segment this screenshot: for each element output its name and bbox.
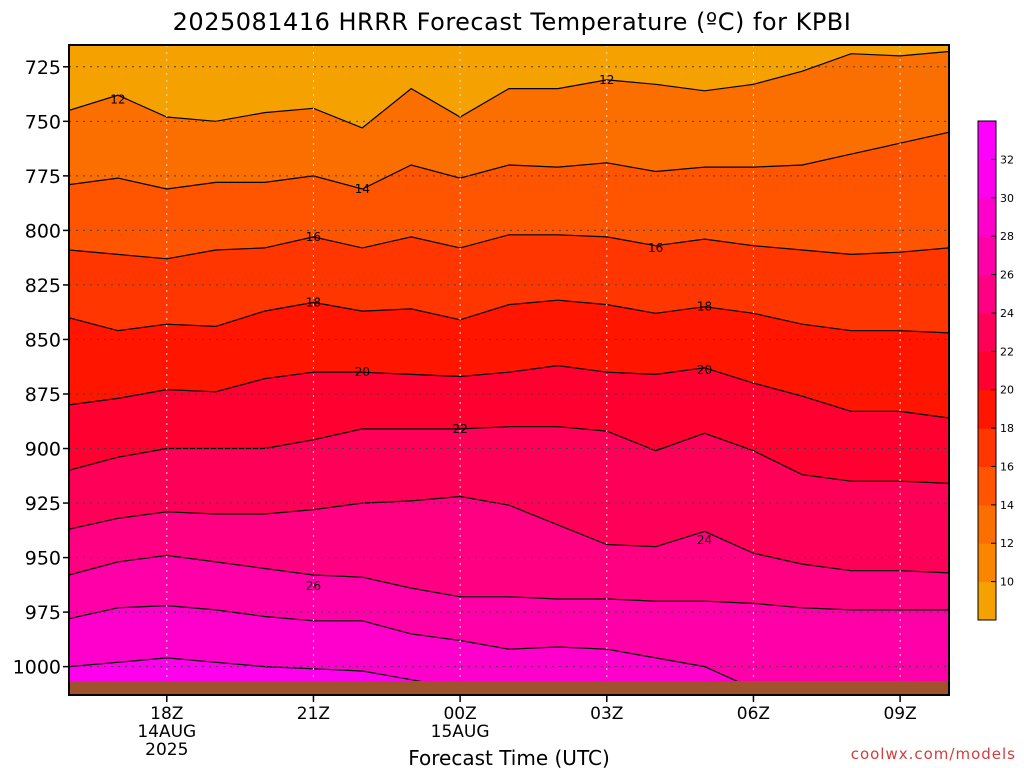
y-tick-label: 1000 bbox=[13, 657, 61, 679]
x-tick-label: 06Z bbox=[737, 704, 770, 724]
colorbar-segment bbox=[978, 543, 996, 583]
isotherm-label: 18 bbox=[697, 300, 712, 314]
colorbar-tick-label: 20 bbox=[1000, 384, 1014, 397]
isotherm-lines bbox=[69, 50, 949, 695]
colorbar-segment bbox=[978, 236, 996, 276]
isotherm-label: 16 bbox=[648, 241, 663, 255]
colorbar-segment bbox=[978, 274, 996, 314]
isotherm-26c bbox=[69, 554, 949, 611]
isotherm-20c bbox=[69, 364, 949, 419]
colorbar-segment bbox=[978, 504, 996, 544]
y-tick-label: 850 bbox=[25, 329, 61, 351]
isotherm-16c bbox=[69, 234, 949, 260]
isotherm-28c bbox=[69, 604, 949, 695]
y-tick-label: 750 bbox=[25, 111, 61, 133]
isotherm-label: 18 bbox=[306, 295, 321, 309]
isotherm-22c bbox=[69, 426, 949, 484]
isotherm-label: 22 bbox=[452, 422, 467, 436]
isotherm-labels: 12 12 14 16 16 18 18 20 20 22 24 26 bbox=[110, 73, 712, 593]
y-tick-label: 725 bbox=[25, 57, 61, 79]
colorbar-segment bbox=[978, 581, 996, 621]
ground-surface bbox=[69, 681, 949, 695]
isotherm-label: 20 bbox=[697, 363, 712, 377]
colorbar-tick-label: 16 bbox=[1000, 460, 1014, 473]
colorbar-segment bbox=[978, 428, 996, 467]
colorbar-frame bbox=[977, 120, 997, 621]
x-tick-label: 21Z bbox=[297, 704, 330, 724]
y-axis: 725 750 775 800 825 850 875 900 925 950 975 1000 bbox=[13, 57, 69, 679]
colorbar-segment bbox=[978, 466, 996, 506]
x-tick-sublabel: 2025 bbox=[145, 740, 188, 760]
isotherm-label: 20 bbox=[355, 365, 370, 379]
x-tick-label: 00Z bbox=[443, 704, 476, 724]
colorbar-segment bbox=[978, 389, 996, 429]
x-tick-sublabel: 14AUG bbox=[137, 722, 196, 742]
colorbar-segment bbox=[978, 159, 996, 199]
colorbar-segment bbox=[978, 197, 996, 237]
y-tick-label: 775 bbox=[25, 166, 61, 188]
colorbar-segment bbox=[978, 121, 996, 160]
isotherm-label: 12 bbox=[599, 73, 614, 87]
y-tick-label: 875 bbox=[25, 384, 61, 406]
colorbar-tick-label: 22 bbox=[1000, 345, 1014, 358]
credit-text: coolwx.com/models bbox=[851, 745, 1016, 763]
colorbar-tick-label: 24 bbox=[1000, 307, 1014, 320]
colorbar-segment bbox=[978, 351, 996, 391]
x-tick-label: 18Z bbox=[150, 704, 183, 724]
colorbar-tick-label: 18 bbox=[1000, 422, 1014, 435]
plot-area: 12 12 14 16 16 18 18 20 20 22 24 26 bbox=[69, 45, 949, 695]
y-tick-label: 825 bbox=[25, 275, 61, 297]
y-tick-label: 950 bbox=[25, 548, 61, 570]
y-tick-label: 975 bbox=[25, 602, 61, 624]
isotherm-label: 16 bbox=[306, 230, 321, 244]
y-tick-label: 925 bbox=[25, 493, 61, 515]
plot-frame bbox=[68, 44, 950, 696]
isotherm-30c bbox=[69, 657, 754, 695]
x-tick-label: 03Z bbox=[590, 704, 623, 724]
x-axis-label: Forecast Time (UTC) bbox=[408, 746, 610, 768]
temperature-bands bbox=[69, 51, 949, 695]
x-tick-sublabel: 15AUG bbox=[431, 722, 490, 742]
x-tick-label: 09Z bbox=[883, 704, 916, 724]
chart-title: 2025081416 HRRR Forecast Temperature (ºC… bbox=[173, 8, 852, 36]
isotherm-14c bbox=[69, 131, 949, 190]
isotherm-24c bbox=[69, 495, 949, 574]
colorbar-tick-label: 12 bbox=[1000, 537, 1014, 550]
y-tick-label: 800 bbox=[25, 220, 61, 242]
isotherm-label: 12 bbox=[110, 93, 125, 107]
colorbar-tick-label: 28 bbox=[1000, 230, 1014, 243]
y-tick-label: 900 bbox=[25, 439, 61, 461]
isotherm-label: 14 bbox=[355, 182, 370, 196]
isotherm-label: 24 bbox=[697, 533, 712, 547]
colorbar-tick-label: 30 bbox=[1000, 192, 1014, 205]
colorbar-tick-label: 26 bbox=[1000, 269, 1014, 282]
isotherm-12c bbox=[69, 50, 949, 129]
isotherm-18c bbox=[69, 299, 949, 334]
colorbar-tick-label: 10 bbox=[1000, 576, 1014, 589]
colorbar-tick-label: 14 bbox=[1000, 499, 1014, 512]
colorbar-tick-label: 32 bbox=[1000, 153, 1014, 166]
colorbar-segment bbox=[978, 312, 996, 352]
colorbar: 10 12 14 16 18 20 22 24 26 28 30 32 bbox=[977, 120, 1014, 621]
isotherm-label: 26 bbox=[306, 579, 321, 593]
